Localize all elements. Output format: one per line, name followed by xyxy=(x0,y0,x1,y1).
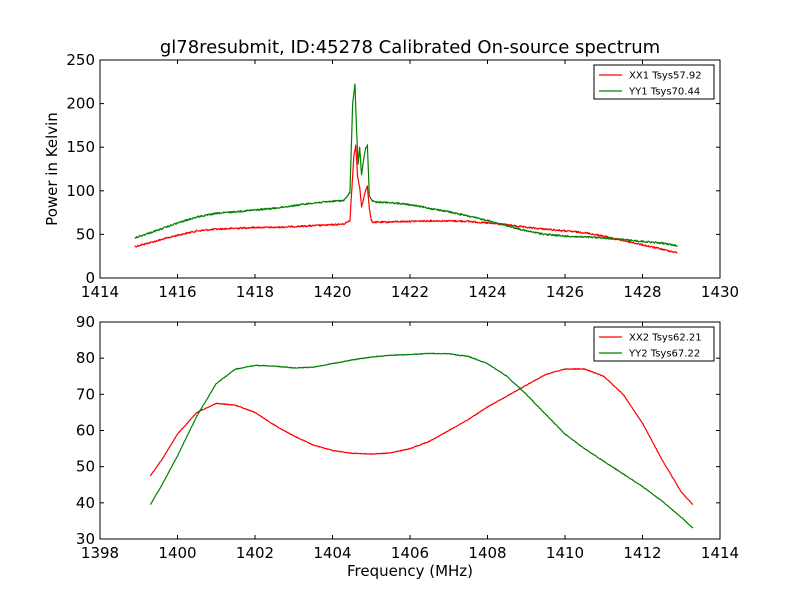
bottom-x-tick-label: 1400 xyxy=(158,544,196,562)
top-y-tick-label: 0 xyxy=(85,269,95,287)
top-series-line-xx xyxy=(134,144,678,254)
top-series-group xyxy=(134,83,678,254)
bottom-x-tick-label: 1406 xyxy=(391,544,429,562)
top-x-tick-label: 1420 xyxy=(313,283,351,301)
top-y-axis-label: Power in Kelvin xyxy=(43,112,61,226)
top-x-tick-label: 1428 xyxy=(623,283,661,301)
top-y-tick-label: 100 xyxy=(66,182,95,200)
bottom-x-tick-label: 1412 xyxy=(623,544,661,562)
top-series-line-yy xyxy=(134,83,678,247)
bottom-series-line-yy xyxy=(149,352,694,529)
top-legend-box xyxy=(593,64,715,100)
top-x-tick-label: 1430 xyxy=(701,283,739,301)
bottom-x-tick-label: 1398 xyxy=(81,544,119,562)
top-y-tick-label: 150 xyxy=(66,138,95,156)
bottom-series-group xyxy=(149,352,694,529)
bottom-panel: 1398 1400 1402 1404 1406 1408 1410 1412 1414 30 40… xyxy=(76,313,739,580)
bottom-x-tick-label: 1414 xyxy=(701,544,739,562)
bottom-y-tick-label: 60 xyxy=(76,422,95,440)
top-legend-label: YY1 Tsys70.44 xyxy=(628,87,700,98)
bottom-x-tick-label: 1402 xyxy=(236,544,274,562)
bottom-y-tick-label: 30 xyxy=(76,530,95,548)
bottom-y-tick-label: 70 xyxy=(76,385,95,403)
top-legend-label: XX1 Tsys57.92 xyxy=(629,71,702,82)
bottom-legend-label: YY2 Tsys67.22 xyxy=(628,349,700,360)
top-x-tick-label: 1418 xyxy=(236,283,274,301)
bottom-series-line-xx xyxy=(149,368,694,506)
top-y-tick-label: 250 xyxy=(66,51,95,69)
bottom-y-tick-label: 90 xyxy=(76,313,95,331)
top-x-tick-label: 1424 xyxy=(468,283,506,301)
top-y-tick-label: 200 xyxy=(66,95,95,113)
bottom-x-tick-label: 1404 xyxy=(313,544,351,562)
bottom-y-tick-label: 50 xyxy=(76,458,95,476)
top-x-tick-label: 1422 xyxy=(391,283,429,301)
top-panel: 1414 1416 1418 1420 1422 1424 1426 1428 1430 0 50 1… xyxy=(43,51,739,301)
top-x-tick-label: 1414 xyxy=(81,283,119,301)
bottom-x-tick-label: 1410 xyxy=(546,544,584,562)
bottom-y-tick-label: 40 xyxy=(76,494,95,512)
bottom-x-axis-label: Frequency (MHz) xyxy=(347,562,473,580)
bottom-legend: XX2 Tsys62.21 YY2 Tsys67.22 xyxy=(593,326,715,362)
bottom-legend-label: XX2 Tsys62.21 xyxy=(629,333,702,344)
figure-title: gl78resubmit, ID:45278 Calibrated On-sou… xyxy=(160,37,660,58)
top-x-tick-label: 1426 xyxy=(546,283,584,301)
bottom-legend-box xyxy=(593,326,715,362)
top-legend: XX1 Tsys57.92 YY1 Tsys70.44 xyxy=(593,64,715,100)
top-y-tick-label: 50 xyxy=(76,225,95,243)
top-x-tick-label: 1416 xyxy=(158,283,196,301)
bottom-y-tick-label: 80 xyxy=(76,349,95,367)
bottom-x-tick-label: 1408 xyxy=(468,544,506,562)
